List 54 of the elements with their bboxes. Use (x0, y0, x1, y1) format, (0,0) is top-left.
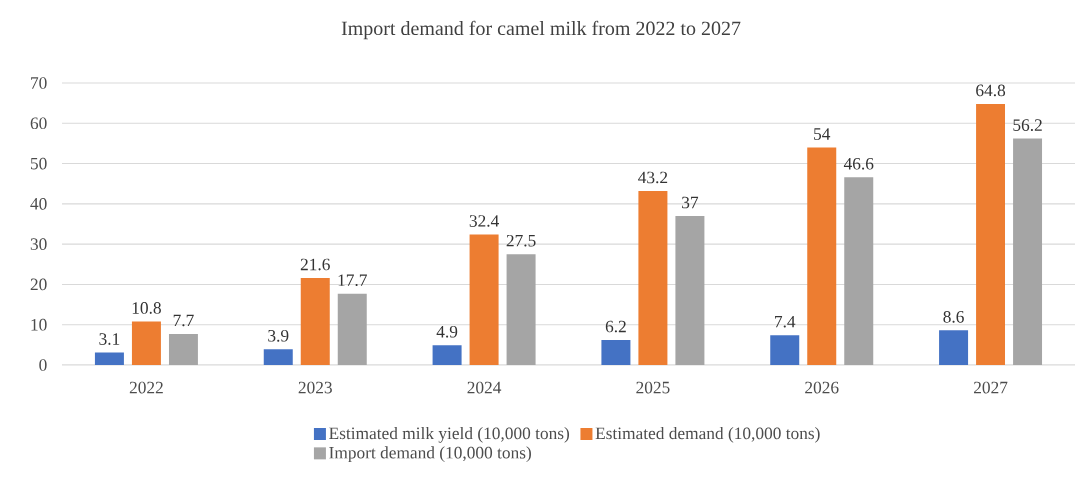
chart-title: Import demand for camel milk from 2022 to 2027 (341, 20, 741, 40)
data-label: 8.6 (943, 310, 964, 323)
data-label: 3.9 (268, 329, 289, 342)
data-label: 27.5 (506, 234, 536, 247)
data-label: 17.7 (338, 274, 367, 287)
bar (976, 103, 1006, 365)
data-label: 3.1 (99, 333, 120, 345)
y-tick-label: 0 (39, 359, 47, 371)
y-tick-label: 50 (30, 157, 47, 170)
bar (300, 277, 330, 365)
x-tick-label: 2022 (129, 381, 163, 394)
bar (94, 352, 124, 365)
data-label: 4.9 (436, 325, 458, 338)
x-tick-label: 2027 (973, 381, 1008, 394)
bar (131, 321, 161, 365)
bar (506, 254, 536, 365)
bar (1013, 138, 1043, 365)
data-label: 43.2 (638, 171, 668, 184)
data-label: 21.6 (300, 258, 330, 271)
bar (601, 340, 631, 365)
y-tick-label: 70 (31, 77, 47, 89)
bar (844, 177, 874, 365)
x-tick-label: 2023 (298, 381, 332, 394)
y-tick-label: 60 (30, 117, 47, 130)
data-label: 56.2 (1013, 119, 1042, 131)
data-label: 7.4 (775, 315, 796, 328)
data-label: 46.6 (843, 157, 874, 170)
bar (337, 293, 367, 365)
bar (807, 147, 837, 365)
bar (770, 335, 800, 365)
y-tick-label: 20 (30, 278, 47, 291)
y-tick-label: 30 (30, 238, 47, 250)
data-label: 10.8 (132, 302, 161, 314)
x-tick-label: 2024 (467, 381, 502, 394)
x-tick-label: 2026 (805, 381, 839, 394)
x-tick-label: 2025 (636, 381, 670, 394)
bar (168, 333, 198, 365)
data-label: 37 (682, 196, 699, 209)
data-label: 32.4 (469, 215, 499, 227)
legend-label: Import demand (10,000 tons) (329, 446, 531, 463)
y-tick-label: 40 (30, 198, 47, 210)
bar (432, 345, 462, 365)
bar (469, 234, 499, 365)
bar (638, 190, 668, 365)
legend-label: Estimated demand (10,000 tons) (595, 426, 820, 443)
y-tick-label: 10 (31, 318, 47, 331)
data-label: 6.2 (605, 320, 626, 333)
bar (263, 349, 293, 365)
bar (939, 330, 969, 365)
data-label: 7.7 (173, 314, 194, 327)
legend-label: Estimated milk yield (10,000 tons) (329, 426, 570, 443)
data-label: 64.8 (976, 84, 1006, 97)
bar (675, 215, 705, 365)
data-label: 54 (814, 128, 831, 140)
